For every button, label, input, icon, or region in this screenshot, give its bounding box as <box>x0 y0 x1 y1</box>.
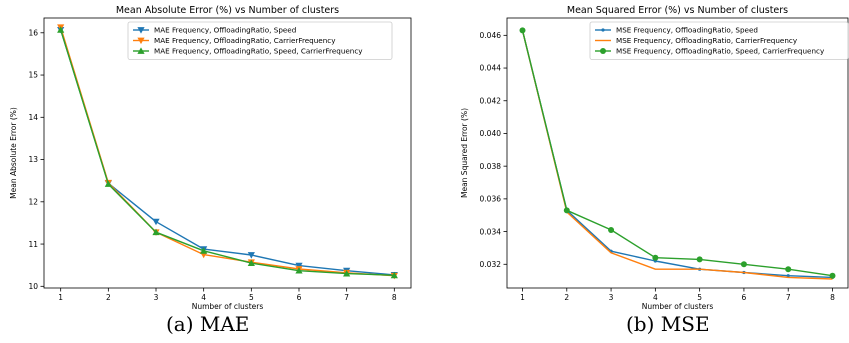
mae-x-tick-label: 1 <box>58 293 63 302</box>
mse-x-tick-label: 8 <box>830 293 835 302</box>
mae-series-1-line <box>60 29 395 276</box>
mse-series-3-point <box>563 207 570 214</box>
mae-series-1-point <box>295 262 303 270</box>
mae-y-tick-label: 16 <box>28 28 38 37</box>
mae-series-3-point <box>343 270 351 277</box>
mae-chart <box>40 17 412 292</box>
mse-x-tick-label: 3 <box>609 293 614 302</box>
mse-y-tick-label: 0.034 <box>480 227 502 236</box>
mse-series-1-line <box>521 30 833 279</box>
mse-series-3-point <box>519 27 526 34</box>
mse-series-3-point <box>829 272 836 279</box>
mse-chart <box>503 17 849 292</box>
mse-plot-frame <box>506 17 849 289</box>
mae-series-1 <box>57 26 398 279</box>
mae-chart-title: Mean Absolute Error (%) vs Number of clu… <box>116 5 339 16</box>
mse-series-2-line <box>521 30 833 280</box>
mae-series-3-point <box>247 259 255 266</box>
caption-a: (a) MAE <box>166 312 250 336</box>
mae-series-1-point <box>152 218 160 226</box>
mae-x-tick-label: 2 <box>106 293 111 302</box>
mse-series-1 <box>520 28 835 279</box>
mae-series-3-point <box>200 247 208 254</box>
mae-y-tick-label: 10 <box>28 282 38 291</box>
mse-series-1-point <box>786 274 790 278</box>
mae-series-3-point <box>295 267 303 274</box>
mae-series-3 <box>57 26 398 279</box>
mse-x-tick-label: 7 <box>786 293 791 302</box>
mae-y-tick-label: 11 <box>28 240 38 249</box>
mse-series-2 <box>521 30 833 280</box>
mse-legend-label: MSE Frequency, OffloadingRatio, CarrierF… <box>616 36 798 45</box>
mse-x-axis-label: Number of clusters <box>642 302 714 311</box>
mae-legend-marker <box>137 47 145 54</box>
mse-y-tick-label: 0.046 <box>480 31 502 40</box>
mae-legend-marker <box>137 27 145 34</box>
mse-series-3-point <box>785 266 792 273</box>
mae-series-3-point <box>390 271 398 279</box>
mse-series-3-point <box>652 254 659 261</box>
mae-series-3-point <box>104 180 112 187</box>
mae-y-tick-label: 13 <box>28 155 38 164</box>
mse-y-tick-label: 0.032 <box>480 260 502 269</box>
mse-x-tick-label: 1 <box>520 293 525 302</box>
mse-series-3-point <box>608 226 615 233</box>
mse-x-tick-label: 5 <box>697 293 702 302</box>
mae-series-3-line <box>60 29 395 276</box>
mse-y-axis-label: Mean Squared Error (%) <box>460 108 469 198</box>
mae-legend-label: MAE Frequency, OffloadingRatio, Speed, C… <box>154 47 363 56</box>
mae-x-tick-label: 3 <box>154 293 159 302</box>
mae-x-axis-label: Number of clusters <box>192 302 264 311</box>
mse-y-tick-label: 0.036 <box>480 195 502 204</box>
mse-legend-label: MSE Frequency, OffloadingRatio, Speed, C… <box>616 47 825 56</box>
mae-y-axis-label: Mean Absolute Error (%) <box>9 107 18 199</box>
mse-series-3 <box>519 27 836 279</box>
mae-legend-marker <box>137 37 145 45</box>
mse-x-tick-label: 2 <box>564 293 569 302</box>
mse-chart-title: Mean Squared Error (%) vs Number of clus… <box>567 5 788 16</box>
caption-b: (b) MSE <box>626 312 710 336</box>
mae-y-tick-label: 14 <box>28 113 38 122</box>
mae-x-tick-label: 4 <box>201 293 206 302</box>
mae-y-tick-label: 15 <box>28 71 38 80</box>
mse-series-3-point <box>696 256 703 263</box>
mse-legend-box <box>589 21 849 60</box>
mae-y-tick-label: 12 <box>28 198 38 207</box>
mse-y-tick-label: 0.042 <box>480 96 502 105</box>
mse-series-3-line <box>521 30 833 277</box>
mse-legend-label: MSE Frequency, OffloadingRatio, Speed <box>616 26 758 35</box>
mae-series-3-point <box>152 228 160 236</box>
mse-y-tick-label: 0.038 <box>480 162 502 171</box>
mse-x-tick-label: 4 <box>653 293 658 302</box>
mae-series-2-line <box>60 27 395 277</box>
mae-x-tick-label: 8 <box>392 293 397 302</box>
mae-legend-label: MAE Frequency, OffloadingRatio, CarrierF… <box>154 36 336 45</box>
mse-x-tick-label: 6 <box>742 293 747 302</box>
mse-legend-marker <box>601 28 605 32</box>
mae-legend-box <box>127 21 393 60</box>
mae-x-tick-label: 7 <box>344 293 349 302</box>
mse-legend-marker <box>600 48 606 54</box>
mae-series-2 <box>57 24 398 280</box>
mae-x-tick-label: 6 <box>297 293 302 302</box>
mse-y-tick-label: 0.040 <box>480 129 502 138</box>
mae-series-3-point <box>57 26 65 33</box>
mse-series-3-point <box>740 261 747 268</box>
mae-x-tick-label: 5 <box>249 293 254 302</box>
mse-y-tick-label: 0.044 <box>480 64 502 73</box>
mae-plot-frame <box>43 17 412 289</box>
mae-legend-label: MAE Frequency, OffloadingRatio, Speed <box>154 26 296 35</box>
mae-series-1-point <box>247 252 255 259</box>
